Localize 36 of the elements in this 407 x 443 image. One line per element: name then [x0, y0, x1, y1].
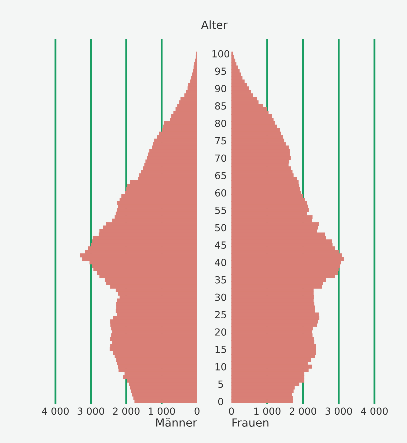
- y-tick-label: 20: [215, 328, 226, 336]
- x-tick-label: 1 000: [254, 408, 281, 416]
- y-tick-label: 95: [215, 68, 226, 76]
- y-tick-label: 30: [215, 294, 226, 302]
- y-tick-label: 65: [215, 172, 226, 180]
- y-tick-label: 85: [215, 102, 226, 110]
- x-tick-label: 3 000: [326, 408, 352, 416]
- bar: [134, 400, 198, 404]
- x-tick-label: 4 000: [361, 408, 388, 416]
- y-tick-label: 70: [216, 154, 226, 162]
- chart-title: Alter: [201, 20, 228, 30]
- x-axis-title: Frauen: [232, 418, 269, 427]
- y-tick-label: 60: [215, 189, 226, 197]
- y-tick-label: 55: [215, 207, 226, 214]
- x-tick-label: 3 000: [78, 408, 104, 416]
- y-tick-label: 25: [215, 311, 226, 319]
- x-axis-title: Männer: [156, 418, 198, 427]
- y-tick-label: 10: [216, 363, 226, 371]
- x-tick-label: 2 000: [113, 408, 140, 416]
- y-tick-label: 90: [215, 85, 226, 93]
- y-tick-label: 50: [215, 224, 226, 232]
- y-tick-label: 35: [215, 276, 226, 284]
- y-tick-label: 80: [215, 120, 226, 128]
- x-tick-label: 4 000: [42, 408, 69, 416]
- y-tick-label: 40: [215, 259, 226, 266]
- bar: [232, 400, 294, 404]
- y-tick-label: 45: [215, 242, 226, 250]
- y-tick-label: 75: [216, 137, 226, 145]
- x-tick-label: 0: [194, 408, 200, 416]
- y-tick-label: 15: [216, 346, 226, 354]
- x-tick-label: 0: [229, 408, 234, 416]
- y-tick-label: 100: [212, 50, 230, 58]
- y-tick-label: 0: [218, 398, 224, 406]
- x-tick-label: 2 000: [290, 408, 316, 416]
- y-tick-label: 5: [218, 380, 224, 388]
- x-tick-label: 1 000: [149, 408, 176, 416]
